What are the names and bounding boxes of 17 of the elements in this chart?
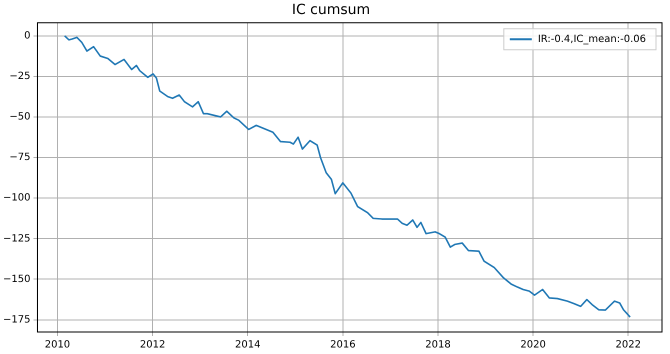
y-tick-label: −100 — [2, 192, 30, 204]
y-tick-label: −175 — [2, 314, 30, 326]
x-tick-label: 2014 — [234, 340, 260, 351]
legend-label: IR:-0.4,IC_mean:-0.06 — [538, 34, 646, 45]
y-tick-label: −50 — [9, 112, 30, 123]
x-tick-label: 2012 — [140, 340, 166, 351]
x-tick-label: 2010 — [44, 340, 70, 351]
y-tick-label: 0 — [24, 30, 30, 42]
x-tick-label: 2018 — [425, 340, 451, 351]
y-tick-label: −125 — [2, 233, 30, 244]
x-tick-label: 2016 — [330, 340, 356, 351]
x-tick-label: 2022 — [616, 340, 641, 351]
y-tick-label: −150 — [2, 274, 30, 285]
x-tick-label: 2020 — [520, 340, 546, 351]
chart-title: IC cumsum — [292, 2, 370, 18]
y-tick-label: −25 — [9, 70, 30, 82]
y-tick-label: −75 — [9, 152, 30, 164]
